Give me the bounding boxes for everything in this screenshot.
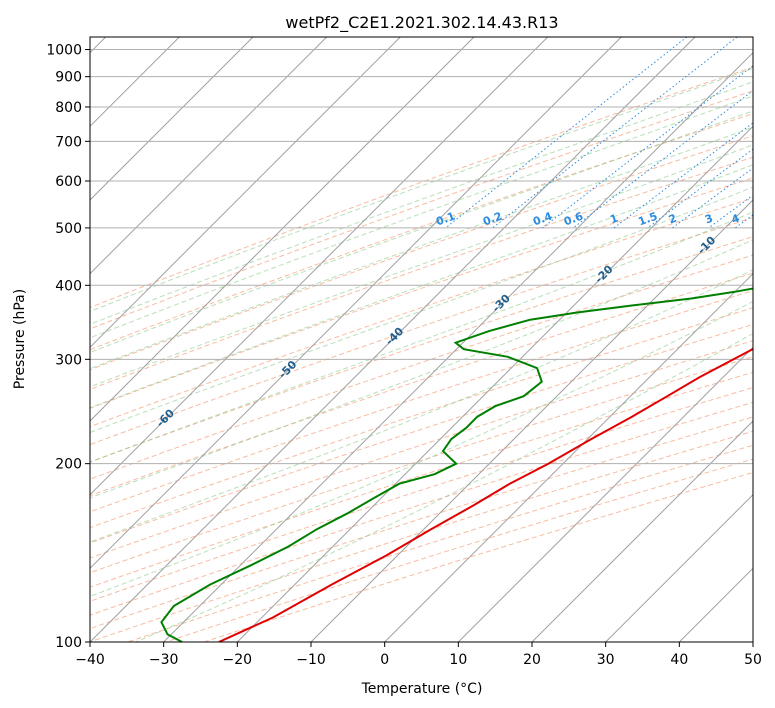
moist-adiabat <box>90 164 753 409</box>
isotherm <box>384 272 753 642</box>
y-tick-label: 400 <box>55 278 82 294</box>
dewpoint-profile-line <box>160 287 753 642</box>
dry-adiabat <box>165 458 753 642</box>
dry-adiabat <box>90 177 753 409</box>
mixing-ratio-label: 0.4 <box>531 209 554 228</box>
y-tick-label: 200 <box>55 457 82 473</box>
isotherm <box>678 567 753 642</box>
temperature-profile-line <box>218 347 753 642</box>
isotherm-label: -30 <box>490 292 513 315</box>
y-tick-label: 1000 <box>46 43 82 59</box>
mixing-ratio-label: 1.5 <box>636 210 659 229</box>
isotherm <box>90 37 328 275</box>
mixing-ratio-label: 1 <box>608 212 620 227</box>
isotherm <box>752 641 753 642</box>
mixing-ratio-label: 0.2 <box>481 210 504 229</box>
y-tick-label: 800 <box>55 100 82 116</box>
isotherm <box>90 37 254 201</box>
moist-adiabat <box>90 95 753 339</box>
isotherm <box>236 125 753 642</box>
x-axis: −40 −30 −20 −10 0 10 20 30 40 50 <box>75 642 762 668</box>
x-tick-label: −10 <box>296 652 326 668</box>
y-tick-label: 300 <box>55 352 82 368</box>
isotherm <box>457 346 753 642</box>
x-tick-label: 30 <box>597 652 615 668</box>
isoline-labels: 0.10.20.40.611.52346810131620253036-100-… <box>27 209 775 483</box>
isotherm <box>90 37 549 496</box>
dry-adiabat <box>90 340 753 559</box>
x-tick-label: 50 <box>744 652 762 668</box>
isotherm <box>90 37 401 349</box>
y-tick-label: 700 <box>55 134 82 150</box>
moist-adiabat <box>90 126 753 370</box>
mixing-ratio-label: 3 <box>703 212 715 227</box>
dry-adiabat <box>90 254 753 480</box>
dry-adiabat <box>90 416 753 630</box>
mixing-ratio-label: 2 <box>667 212 679 227</box>
isotherm <box>605 493 753 642</box>
dry-adiabat <box>90 386 753 602</box>
x-tick-label: −40 <box>75 652 105 668</box>
mixing-ratio-line <box>672 167 753 229</box>
dry-adiabat <box>90 66 753 309</box>
chart-title: wetPf2_C2E1.2021.302.14.43.R13 <box>285 13 558 33</box>
dry-adiabat <box>90 272 753 497</box>
moist-adiabat <box>90 186 753 434</box>
y-tick-label: 500 <box>55 221 82 237</box>
series-layer <box>160 287 753 642</box>
mixing-ratio-line <box>542 65 753 229</box>
mixing-ratio-line <box>708 194 753 229</box>
dry-adiabat <box>90 307 753 529</box>
y-tick-label: 900 <box>55 70 82 86</box>
moist-adiabat <box>90 67 753 313</box>
mixing-ratio-line <box>734 214 753 229</box>
isotherm <box>90 37 475 422</box>
x-tick-label: 40 <box>670 652 688 668</box>
x-tick-label: 20 <box>523 652 541 668</box>
mixing-ratio-line <box>492 37 738 229</box>
x-tick-label: 0 <box>380 652 389 668</box>
y-axis-label: Pressure (hPa) <box>12 289 28 389</box>
moist-adiabat <box>90 269 753 543</box>
dry-adiabat <box>203 471 753 642</box>
isotherm-label: -10 <box>695 233 718 256</box>
mixing-ratio-label: 0.1 <box>434 210 457 229</box>
isotherm-label: -20 <box>592 262 615 285</box>
mixing-ratio-label: 6 <box>769 212 775 227</box>
dry-adiabat <box>90 356 753 574</box>
dry-adiabat <box>90 156 753 390</box>
y-tick-label: 600 <box>55 174 82 190</box>
dry-adiabat <box>90 113 753 351</box>
dry-adiabat <box>90 290 753 513</box>
y-axis: 100 200 300 400 500 600 700 800 900 1000 <box>46 43 90 651</box>
y-tick-label: 100 <box>55 635 82 651</box>
dry-adiabat <box>90 371 753 588</box>
isotherm-label: -50 <box>276 358 299 381</box>
x-tick-label: −20 <box>223 652 253 668</box>
mixing-ratio-label: 0.6 <box>562 209 585 228</box>
mixing-ratio-line <box>572 90 753 229</box>
isotherm-label: -60 <box>154 406 177 429</box>
isotherm-label: -70 <box>27 460 50 483</box>
mixing-ratio-line <box>613 122 753 229</box>
moist-adiabat <box>90 211 753 463</box>
plot-frame <box>89 36 754 643</box>
isotherm <box>90 37 622 570</box>
moist-adiabat <box>90 239 753 499</box>
x-axis-label: Temperature (°C) <box>361 681 483 697</box>
isotherm <box>90 37 696 642</box>
moist-adiabat <box>90 144 753 388</box>
moist-adiabat <box>90 110 753 354</box>
moist-adiabat <box>90 300 753 597</box>
x-tick-label: 10 <box>449 652 467 668</box>
isotherm <box>531 420 753 642</box>
moist-adiabat <box>90 81 753 325</box>
isotherm-label: -40 <box>383 324 406 347</box>
mixing-ratio-label: 4 <box>730 212 742 227</box>
x-tick-label: −30 <box>149 652 179 668</box>
